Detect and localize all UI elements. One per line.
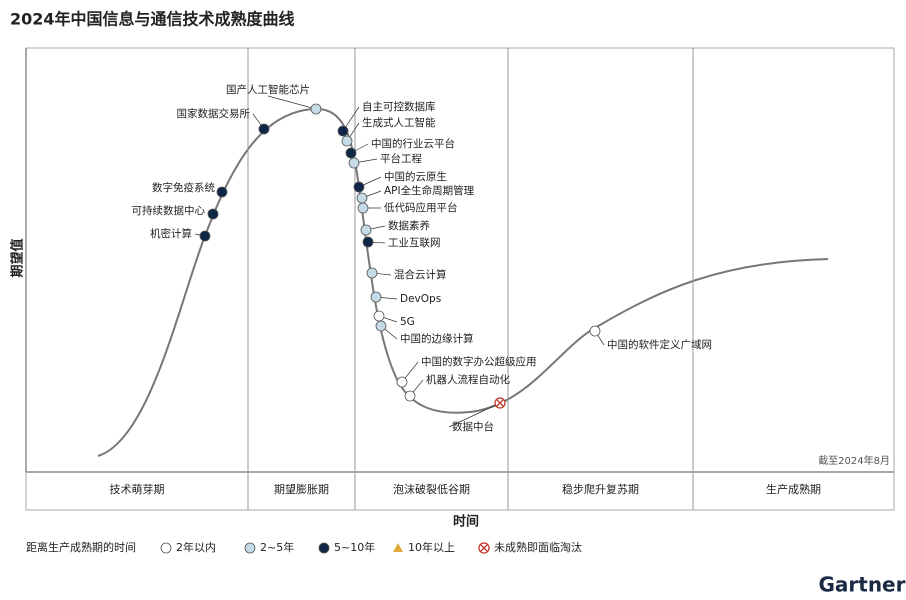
- technology-point: [404, 390, 416, 402]
- as-of-note: 截至2024年8月: [818, 454, 890, 467]
- technology-point: [356, 192, 368, 204]
- technology-point: [337, 125, 349, 137]
- technology-label: 工业互联网: [388, 237, 441, 249]
- technology-point: [362, 236, 374, 248]
- leader-line: [267, 95, 317, 110]
- technology-point: [360, 224, 372, 236]
- phase-label: 期望膨胀期: [274, 482, 329, 496]
- technology-point: [341, 135, 353, 147]
- technology-label: 可持续数据中心: [132, 204, 206, 217]
- technology-point: [348, 157, 360, 169]
- legend-marker: [160, 542, 172, 554]
- technology-point: [396, 376, 408, 388]
- legend-marker: [318, 542, 330, 554]
- technology-label: 机器人流程自动化: [426, 373, 510, 386]
- technology-point-cross: [496, 399, 504, 407]
- phase-label: 泡沫破裂低谷期: [393, 482, 470, 496]
- technology-label: 低代码应用平台: [384, 201, 458, 214]
- technology-label: 自主可控数据库: [362, 100, 436, 113]
- technology-point: [375, 320, 387, 332]
- technology-label: 国产人工智能芯片: [226, 83, 310, 96]
- technology-point: [199, 230, 211, 242]
- technology-label: 生成式人工智能: [362, 116, 436, 129]
- technology-label: 中国的行业云平台: [371, 137, 455, 150]
- technology-label: DevOps: [400, 293, 441, 305]
- legend-marker: [393, 543, 403, 552]
- technology-label: 数据中台: [452, 420, 494, 433]
- technology-label: 中国的数字办公超级应用: [421, 355, 537, 368]
- technology-label: API全生命周期管理: [384, 184, 475, 197]
- leader-line: [448, 402, 501, 428]
- legend-label: 未成熟即面临淘汰: [494, 540, 582, 554]
- plot-frame: [25, 47, 895, 511]
- legend-marker-cross: [480, 544, 488, 552]
- brand-logo: Gartner: [818, 573, 905, 597]
- y-axis-label: 期望值: [10, 238, 26, 277]
- technology-point: [370, 291, 382, 303]
- technology-label: 机密计算: [150, 227, 192, 240]
- legend-label: 2年以内: [176, 540, 216, 554]
- technology-label: 数据素养: [388, 219, 430, 232]
- technology-label: 国家数据交易所: [177, 107, 251, 120]
- technology-point: [258, 123, 270, 135]
- technology-point: [207, 208, 219, 220]
- phase-label: 技术萌芽期: [110, 482, 165, 496]
- technology-point: [345, 147, 357, 159]
- title: 2024年中国信息与通信技术成熟度曲线: [10, 10, 295, 29]
- phase-label: 生产成熟期: [766, 482, 821, 496]
- legend-label: 5~10年: [334, 540, 375, 554]
- technology-point: [366, 267, 378, 279]
- technology-point: [310, 103, 322, 115]
- technology-label: 中国的云原生: [384, 170, 447, 183]
- technology-label: 5G: [400, 316, 415, 328]
- technology-label: 中国的软件定义广域网: [607, 338, 712, 351]
- legend-label: 10年以上: [408, 540, 455, 554]
- x-axis-label: 时间: [453, 514, 479, 530]
- technology-label: 中国的边缘计算: [400, 332, 474, 345]
- technology-label: 混合云计算: [394, 268, 447, 281]
- hype-curve: [97, 107, 829, 457]
- technology-point: [216, 186, 228, 198]
- legend-marker: [244, 542, 256, 554]
- technology-point: [589, 325, 601, 337]
- technology-label: 数字免疫系统: [152, 181, 215, 194]
- technology-point: [353, 181, 365, 193]
- technology-label: 平台工程: [380, 152, 422, 165]
- legend-title: 距离生产成熟期的时间: [26, 540, 136, 554]
- phase-label: 稳步爬升复苏期: [562, 482, 639, 496]
- legend-label: 2~5年: [260, 540, 294, 554]
- technology-point: [373, 310, 385, 322]
- technology-point: [357, 202, 369, 214]
